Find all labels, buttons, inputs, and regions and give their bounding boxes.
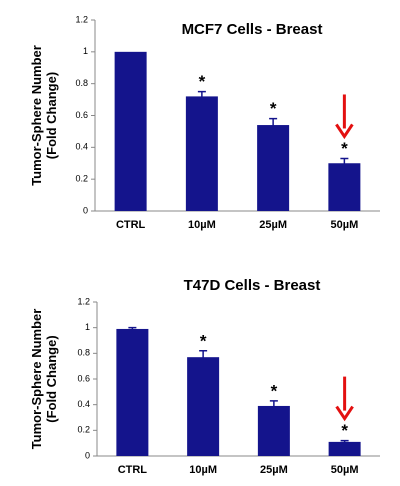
chart-title: MCF7 Cells - Breast <box>182 21 323 38</box>
x-tick-label: 10µM <box>188 219 216 231</box>
significance-mark: * <box>271 381 278 400</box>
significance-mark: * <box>270 99 277 118</box>
error-bar <box>269 400 278 412</box>
y-axis-label: Tumor-Sphere Number <box>29 309 44 450</box>
x-tick-label: 25µM <box>259 219 287 231</box>
bar <box>257 125 290 211</box>
bar <box>257 405 290 456</box>
bar <box>328 163 361 211</box>
significance-mark: * <box>200 331 207 350</box>
y-tick-label: 0.8 <box>77 348 90 358</box>
x-tick-label: 50µM <box>331 464 359 476</box>
x-tick-label: 50µM <box>331 219 359 231</box>
y-tick-label: 0 <box>83 205 88 215</box>
significance-mark: * <box>199 72 206 91</box>
error-bar <box>199 350 208 364</box>
bar <box>116 328 149 456</box>
y-tick-label: 0.6 <box>75 110 88 120</box>
chart-title: T47D Cells - Breast <box>184 277 321 294</box>
y-tick-label: 1 <box>85 322 90 332</box>
y-axis-label: Tumor-Sphere Number <box>29 45 44 186</box>
x-tick-label: CTRL <box>118 464 148 476</box>
error-bar <box>340 157 349 169</box>
y-tick-label: 0.4 <box>75 142 88 152</box>
y-tick-label: 0.2 <box>75 174 88 184</box>
y-tick-label: 0.6 <box>77 373 90 383</box>
error-bar <box>340 439 349 444</box>
y-axis-label: (Fold Change) <box>44 72 59 159</box>
bar <box>114 51 147 212</box>
y-tick-label: 0.8 <box>75 78 88 88</box>
bar <box>185 96 218 211</box>
y-tick-label: 0 <box>85 450 90 460</box>
significance-mark: * <box>341 139 348 158</box>
highlight-arrow-head <box>335 123 354 140</box>
highlight-arrow-head <box>335 405 354 422</box>
significance-mark: * <box>341 421 348 440</box>
bar <box>187 357 220 456</box>
x-tick-label: CTRL <box>116 219 146 231</box>
y-tick-label: 0.2 <box>77 425 90 435</box>
x-tick-label: 10µM <box>189 464 217 476</box>
y-axis-label: (Fold Change) <box>44 335 59 422</box>
x-tick-label: 25µM <box>260 464 288 476</box>
y-tick-label: 1.2 <box>75 14 88 24</box>
y-tick-label: 1.2 <box>77 296 90 306</box>
y-tick-label: 1 <box>83 46 88 56</box>
error-bar <box>197 90 206 102</box>
error-bar <box>128 326 137 331</box>
error-bar <box>269 117 278 132</box>
bar <box>328 441 361 456</box>
y-tick-label: 0.4 <box>77 399 90 409</box>
